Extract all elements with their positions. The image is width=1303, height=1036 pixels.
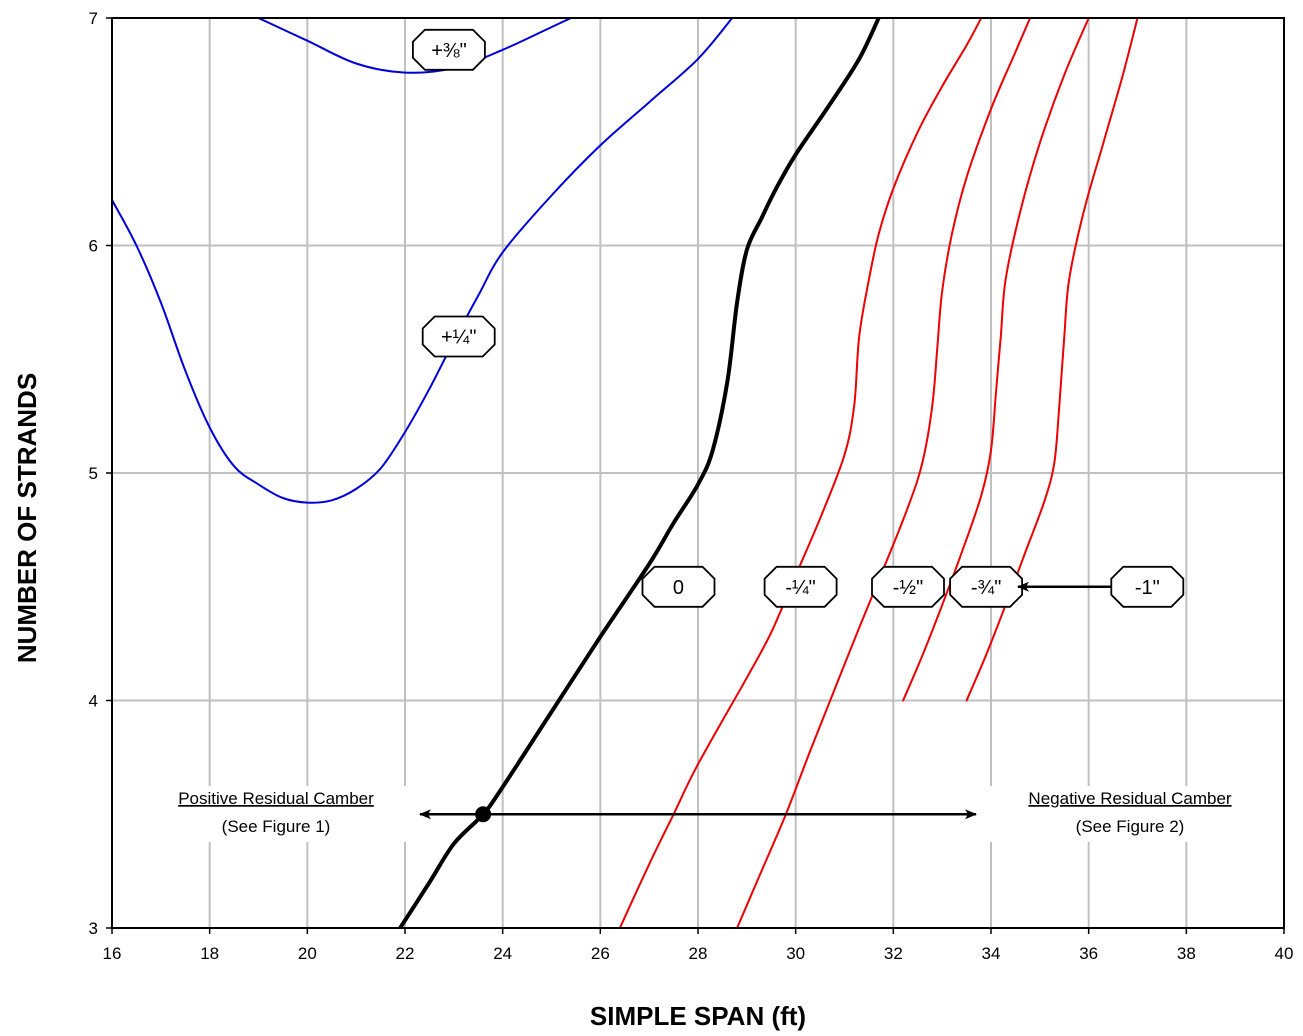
curve-tags: +⅜" +¼" 0 -¼" -½" -¾" -1" [411, 28, 1185, 608]
curve-tag-minus-: -½" [871, 565, 945, 608]
tag-label: -¼" [785, 577, 815, 599]
annotation-backdrop [985, 786, 1275, 842]
tag-label: -½" [893, 577, 923, 599]
x-tick-label: 36 [1079, 944, 1098, 963]
x-tick-label: 18 [200, 944, 219, 963]
intersection-point [475, 806, 492, 823]
tag-octagon [1110, 565, 1185, 608]
tag-octagon [641, 565, 716, 608]
x-tick-label: 30 [786, 944, 805, 963]
positive-camber-ref: (See Figure 1) [222, 817, 331, 836]
curve-tag-0: 0 [641, 565, 716, 608]
gridlines [112, 18, 1284, 928]
negative-camber-ref: (See Figure 2) [1076, 817, 1185, 836]
series-line-plusminus- [257, 18, 572, 74]
tag-octagon [763, 565, 838, 608]
tag-octagon [421, 315, 496, 358]
negative-camber-title: Negative Residual Camber [1028, 789, 1231, 808]
tag-label: +⅜" [431, 40, 466, 62]
curve-tag-plusminus-: +⅜" [411, 28, 486, 71]
y-tick-label: 6 [89, 237, 98, 256]
x-tick-label: 34 [982, 944, 1001, 963]
tag-label: +¼" [441, 327, 476, 349]
positive-camber-title: Positive Residual Camber [178, 789, 374, 808]
tag-label: 0 [673, 577, 684, 599]
annotation-backdrop [138, 786, 414, 842]
tag-octagon [949, 565, 1023, 608]
tag-label: -¾" [971, 577, 1001, 599]
y-tick-label: 5 [89, 464, 98, 483]
x-tick-label: 32 [884, 944, 903, 963]
x-axis-title: SIMPLE SPAN (ft) [590, 1001, 806, 1031]
series-line-minus- [618, 18, 983, 928]
y-tick-label: 4 [89, 692, 98, 711]
x-tick-label: 24 [493, 944, 512, 963]
x-tick-label: 22 [396, 944, 415, 963]
y-tick-label: 3 [89, 919, 98, 938]
x-tick-label: 38 [1177, 944, 1196, 963]
series-line-plusminus- [112, 18, 734, 504]
annotations: Positive Residual Camber (See Figure 1) … [178, 789, 1232, 836]
y-axis-title: NUMBER OF STRANDS [12, 373, 42, 663]
x-tick-label: 26 [591, 944, 610, 963]
tag-octagon [411, 28, 486, 71]
series-line-minus- [736, 18, 1032, 928]
curve-tag-minus-: -¼" [763, 565, 838, 608]
tag-octagon [871, 565, 945, 608]
x-tick-label: 28 [689, 944, 708, 963]
curve-tag-minus-: -¾" [949, 565, 1023, 608]
x-tick-label: 20 [298, 944, 317, 963]
series-line-minus- [902, 18, 1090, 702]
curve-tag-minus-1: -1" [1110, 565, 1185, 608]
tag-label: -1" [1135, 577, 1160, 599]
y-tick-label: 7 [89, 9, 98, 28]
x-tick-label: 16 [103, 944, 122, 963]
curve-tag-plusminus-: +¼" [421, 315, 496, 358]
x-tick-label: 40 [1275, 944, 1294, 963]
